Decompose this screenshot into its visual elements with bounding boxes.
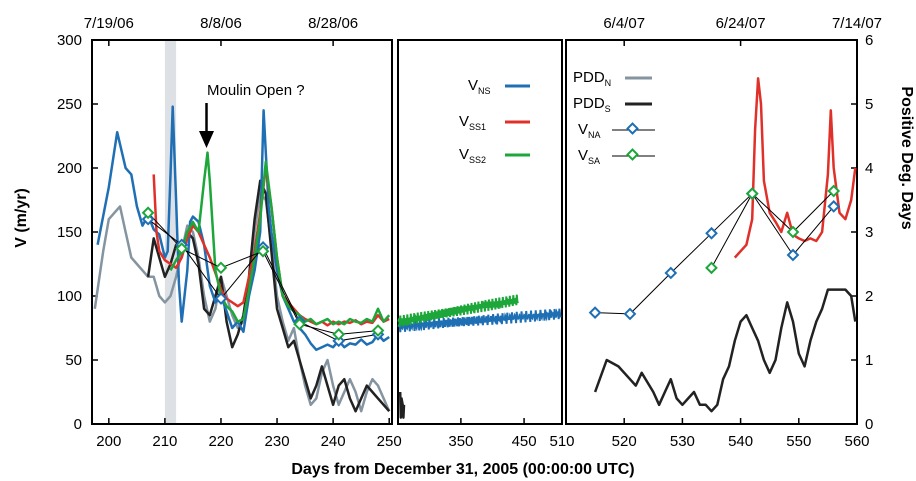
legend: VNS VSS1 VSS2 PDDN PDDS VNA VSA [459,69,655,166]
marker-v-sa [745,187,759,200]
marker-v-sa [332,328,346,341]
y2-axis-title: Positive Deg. Days [898,86,915,229]
x-tick-label: 200 [96,433,121,450]
marker-v-na [623,307,637,321]
x-tick-label: 550 [786,433,811,450]
plot-frame-panel-2 [397,39,563,425]
y-tick-label: 150 [57,224,82,241]
y2-tick-label: 1 [865,352,873,369]
x-tick-label: 350 [448,433,473,450]
marker-v-sa [141,206,155,220]
x-tick-label: 560 [844,433,869,450]
marker-v-na [786,248,800,262]
legend-marker-v-sa [626,148,639,161]
y-axis-title: V (m/yr) [13,188,30,248]
x-tick-label: 220 [208,433,233,450]
x-tick-label: 520 [612,433,637,450]
y2-tick-label: 0 [865,416,873,433]
series-line-pdd-n [93,192,391,413]
y-tick-label: 100 [57,288,82,305]
date-tick-label: 8/28/06 [308,15,358,32]
series-band-v-ns [397,308,562,333]
y2-tick-label: 2 [865,288,873,305]
y2-tick-label: 5 [865,96,873,113]
marker-v-na [332,334,346,348]
marker-v-sa [293,317,306,331]
y2-tick-label: 3 [865,224,873,241]
marker-v-sa [214,261,228,275]
moulin-arrow-head [199,131,214,148]
y-tick-label: 250 [57,96,82,113]
series-line-v-ss2 [169,151,391,326]
y2-tick-label: 4 [865,160,873,177]
date-tick-label: 7/19/06 [84,15,134,32]
marker-v-na [705,226,718,240]
series-band-v-ss2 [397,294,519,327]
marker-v-sa [705,261,718,275]
date-tick-label: 8/8/06 [200,15,242,32]
legend-label-v-ss1: VSS1 [459,113,486,132]
moulin-shade-band [164,40,177,424]
legend-label-pdd-s: PDDS [573,95,611,114]
marker-v-na [141,212,155,226]
x-axis-title: Days from December 31, 2005 (00:00:00 UT… [291,461,634,478]
marker-v-sa [175,242,189,256]
y-tick-label: 0 [74,416,82,433]
x-tick-label: 230 [265,433,290,450]
moulin-open-label: Moulin Open ? [207,82,305,99]
legend-label-pdd-n: PDDN [573,69,611,88]
marker-v-na [214,292,228,305]
marker-v-sa [827,184,841,198]
legend-label-v-ss2: VSS2 [459,146,486,165]
date-tick-label: 6/24/07 [716,15,766,32]
x-tick-label: 250 [377,433,402,450]
y2-tick-label: 6 [865,32,873,49]
date-tick-label: 6/4/07 [603,15,645,32]
marker-v-sa [371,324,385,337]
legend-label-v-ns: VNS [468,77,491,96]
legend-marker-v-na [626,122,639,135]
legend-label-v-sa: VSA [578,147,600,166]
y-tick-label: 300 [57,32,82,49]
x-tick-label: 510 [549,433,574,450]
marker-v-na [664,266,678,280]
x-tick-label: 450 [512,433,537,450]
x-tick-label: 240 [321,433,346,450]
marker-v-sa [786,225,800,239]
marker-v-na [588,306,602,319]
y-tick-label: 50 [65,352,82,369]
marker-v-sa [256,244,270,258]
x-tick-label: 540 [728,433,753,450]
marker-v-na [827,200,841,213]
moulin-annotation: Moulin Open ? [199,82,305,148]
date-tick-label: 7/14/07 [832,15,882,32]
x-tick-label: 530 [670,433,695,450]
y-tick-label: 200 [57,160,82,177]
legend-label-v-na: VNA [578,121,601,140]
x-tick-label: 210 [152,433,177,450]
